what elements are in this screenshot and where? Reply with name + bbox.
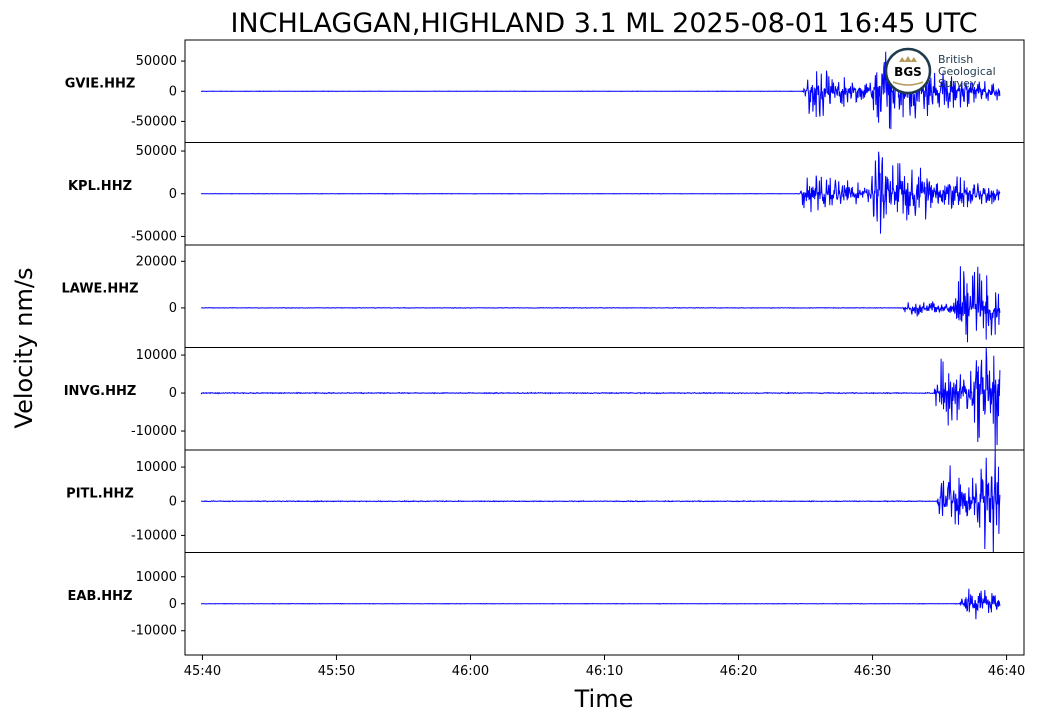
y-tick-label: 0 [169, 187, 177, 202]
y-tick-label: -10000 [131, 624, 177, 639]
x-axis-title: Time [574, 685, 634, 713]
trace-panel: 10000 0 -10000 PITL.HHZ [66, 449, 1025, 553]
station-label: EAB.HHZ [68, 589, 133, 604]
bgs-logo: BGS British Geological Survey [884, 47, 996, 95]
y-tick-label: -50000 [131, 114, 177, 129]
logo-line-1: British [938, 53, 973, 66]
x-tick-label: 46:20 [720, 664, 757, 679]
y-tick-label: 10000 [136, 460, 177, 475]
y-tick-label: 0 [169, 386, 177, 401]
logo-badge: BGS [894, 65, 922, 79]
waveform-trace [200, 347, 1001, 450]
logo-wave [892, 81, 924, 86]
station-label: KPL.HHZ [68, 179, 132, 194]
trace-panel: 10000 0 -10000 INVG.HHZ [64, 347, 1025, 451]
waveform-trace [200, 449, 1001, 553]
logo-line-2: Geological [938, 65, 996, 78]
y-tick-label: -10000 [131, 528, 177, 543]
trace-panel: 50000 0 -50000 GVIE.HHZ [65, 39, 1025, 143]
y-tick-label: -10000 [131, 424, 177, 439]
y-axis-title: Velocity nm/s [10, 268, 38, 429]
trace-panel: 10000 0 -10000 EAB.HHZ [68, 552, 1025, 656]
logo-ring [884, 47, 932, 95]
y-tick-label: 50000 [136, 54, 177, 69]
x-tick-label: 46:30 [854, 664, 891, 679]
x-axis-ticks: 45:40 45:50 46:00 46:10 46:20 46:30 46:40 [184, 655, 1025, 679]
waveform-trace [200, 151, 1001, 234]
y-tick-label: 0 [169, 494, 177, 509]
waveform-trace [200, 51, 1001, 130]
x-tick-label: 45:40 [184, 664, 221, 679]
y-tick-label: 20000 [136, 254, 177, 269]
y-tick-label: -50000 [131, 229, 177, 244]
panel-frame [184, 347, 1025, 451]
station-label: LAWE.HHZ [61, 281, 138, 296]
trace-panels: 500000-50000GVIE.HHZ500000-50000KPL.HHZ2… [61, 39, 1025, 656]
waveform-trace [201, 266, 1001, 343]
y-tick-label: 0 [169, 301, 177, 316]
y-tick-label: 50000 [136, 144, 177, 159]
x-tick-label: 46:40 [988, 664, 1025, 679]
panel-frame [184, 244, 1025, 348]
x-tick-label: 46:00 [452, 664, 489, 679]
crown-icon [899, 56, 917, 62]
y-tick-label: 0 [169, 597, 177, 612]
y-tick-label: 10000 [136, 348, 177, 363]
x-tick-label: 45:50 [318, 664, 355, 679]
station-label: GVIE.HHZ [65, 76, 136, 91]
trace-panel: 50000 0 -50000 KPL.HHZ [68, 142, 1025, 246]
trace-panel: 20000 0 LAWE.HHZ [61, 244, 1025, 348]
waveform-trace [200, 588, 1001, 620]
station-label: INVG.HHZ [64, 384, 137, 399]
y-tick-label: 10000 [136, 570, 177, 585]
logo-line-3: Survey [938, 77, 977, 90]
x-tick-label: 46:10 [586, 664, 623, 679]
chart-title: INCHLAGGAN,HIGHLAND 3.1 ML 2025-08-01 16… [230, 8, 977, 39]
station-label: PITL.HHZ [66, 486, 134, 501]
y-tick-label: 0 [169, 84, 177, 99]
